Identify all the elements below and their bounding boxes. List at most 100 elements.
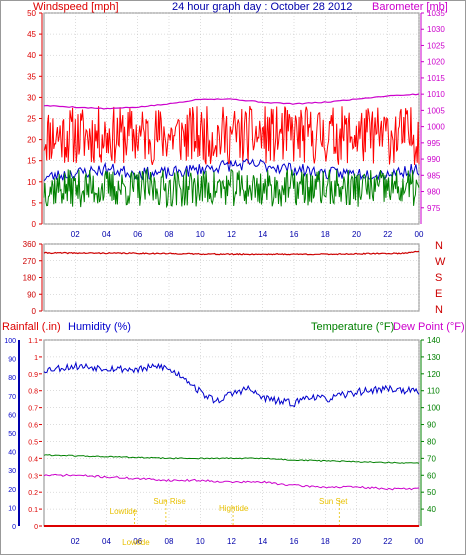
temp-x-tick-label: 14 (258, 537, 267, 546)
compass-label: N (435, 240, 443, 252)
temperature-tick-label: 100 (427, 404, 441, 413)
wind-x-tick-label: 20 (352, 230, 361, 239)
humidity-tick-label: 60 (8, 412, 16, 419)
humidity-tick-label: 10 (8, 505, 16, 512)
barometer-tick-label: 985 (427, 171, 441, 180)
wind-x-tick-label: 12 (227, 230, 236, 239)
chart-title: 24 hour graph day : October 28 2012 (172, 1, 352, 13)
gust-series-line (43, 105, 420, 166)
temp-x-tick-label: 02 (71, 537, 80, 546)
wind-x-tick-label: 08 (165, 230, 174, 239)
barometer-tick-label: 980 (427, 188, 441, 197)
wind-x-tick-label: 02 (71, 230, 80, 239)
temperature-tick-label: 120 (427, 370, 441, 379)
temp-x-tick-label: 06 (133, 537, 142, 546)
rainfall-tick-label: 0.4 (28, 456, 38, 463)
windspeed-tick-label: 40 (27, 51, 36, 60)
barometer-series-line (43, 93, 420, 110)
windspeed-tick-label: 5 (32, 199, 37, 208)
rainfall-axis-title: Rainfall (.in) (2, 321, 61, 333)
rainfall-tick-label: 0.2 (28, 490, 38, 497)
rainfall-tick-label: 1 (34, 355, 38, 362)
barometer-tick-label: 1000 (427, 123, 445, 132)
wind-x-tick-label: 04 (102, 230, 111, 239)
dewpoint-axis-title: Dew Point (°F) (393, 321, 465, 333)
windspeed-tick-label: 30 (27, 93, 36, 102)
humidity-axis-title: Humidity (%) (68, 321, 131, 333)
wind-x-tick-label: 10 (196, 230, 205, 239)
humidity-series-line (43, 361, 420, 408)
wind-panel-series (43, 93, 420, 209)
temperature-tick-label: 60 (427, 471, 436, 480)
temp-x-tick-label: 04 (102, 537, 111, 546)
barometer-axis-title: Barometer [mb] (372, 1, 448, 13)
direction-tick-label: 90 (27, 290, 36, 299)
rainfall-tick-label: 0 (34, 524, 38, 531)
direction-tick-label: 0 (32, 307, 37, 316)
temp-x-tick-label: 00 (415, 537, 424, 546)
rainfall-tick-label: 0.9 (28, 372, 38, 379)
direction-panel-grid (44, 243, 420, 312)
windspeed-tick-label: 45 (27, 30, 36, 39)
barometer-tick-label: 1020 (427, 58, 445, 67)
humidity-tick-label: 40 (8, 450, 16, 457)
humidity-tick-label: 100 (4, 338, 16, 345)
humidity-tick-label: 80 (8, 375, 16, 382)
temp-x-tick-label: 22 (383, 537, 392, 546)
temp-x-tick-label: 16 (290, 537, 299, 546)
compass-label: E (435, 288, 442, 300)
temperature-tick-label: 40 (427, 505, 436, 514)
windspeed-tick-label: 50 (27, 9, 36, 18)
temperature-tick-label: 70 (427, 454, 436, 463)
annotation-label: Sun Rise (153, 497, 186, 506)
temperature-tick-label: 130 (427, 353, 441, 362)
annotation-label: Sun Set (319, 497, 348, 506)
humidity-tick-label: 30 (8, 468, 16, 475)
wind_low-series-line (43, 167, 420, 209)
compass-label: N (435, 304, 443, 316)
rainfall-tick-label: 1.1 (28, 338, 38, 345)
humidity-tick-label: 70 (8, 394, 16, 401)
windspeed-tick-label: 0 (32, 220, 37, 229)
wind-x-tick-label: 00 (415, 230, 424, 239)
windspeed-tick-label: 20 (27, 136, 36, 145)
annotation-label: Hightide (219, 504, 249, 513)
temperature-tick-label: 80 (427, 437, 436, 446)
temp-x-tick-label: 10 (196, 537, 205, 546)
barometer-tick-label: 1035 (427, 9, 445, 18)
temp-x-tick-label: 08 (165, 537, 174, 546)
barometer-y-ticks: 975 980 985 990 995 1000 1005 1010 1015 1020 1025 1… (421, 9, 445, 213)
temperature-series-line (43, 454, 420, 464)
dewpoint-series-line (43, 473, 420, 491)
temperature-tick-label: 110 (427, 387, 440, 396)
rainfall-tick-label: 0.6 (28, 423, 38, 430)
barometer-tick-label: 1010 (427, 90, 445, 99)
barometer-tick-label: 995 (427, 139, 441, 148)
annotation-label: Lowtide (122, 538, 150, 547)
temperature-axis-title: Temperature (°F) (311, 321, 394, 333)
rainfall-tick-label: 0.7 (28, 406, 38, 413)
temp-panel-series (43, 361, 420, 527)
temp-panel-x-ticks: 02 04 06 08 10 12 14 16 18 20 22 00 (71, 537, 424, 546)
compass-label: S (435, 272, 442, 284)
rainfall-tick-label: 0.3 (28, 473, 38, 480)
wind-x-tick-label: 16 (290, 230, 299, 239)
barometer-tick-label: 1015 (427, 74, 445, 83)
windspeed-tick-label: 25 (27, 115, 36, 124)
humidity-tick-label: 50 (8, 431, 16, 438)
direction-tick-label: 360 (23, 240, 37, 249)
annotation-label: Lowtide (110, 507, 138, 516)
barometer-tick-label: 990 (427, 155, 441, 164)
direction-series (43, 250, 420, 256)
wind-x-tick-label: 22 (383, 230, 392, 239)
wind-panel-x-ticks: 02 04 06 08 10 12 14 16 18 20 22 00 (71, 230, 424, 239)
wind-x-tick-label: 14 (258, 230, 267, 239)
windspeed-tick-label: 35 (27, 72, 36, 81)
rain-humidity-temp-panel: 0 0.1 0.2 0.3 0.4 0.5 0.6 0.7 0.8 0.9 1 1.1 0 10 20 30… (4, 336, 441, 547)
barometer-tick-label: 1025 (427, 41, 445, 50)
